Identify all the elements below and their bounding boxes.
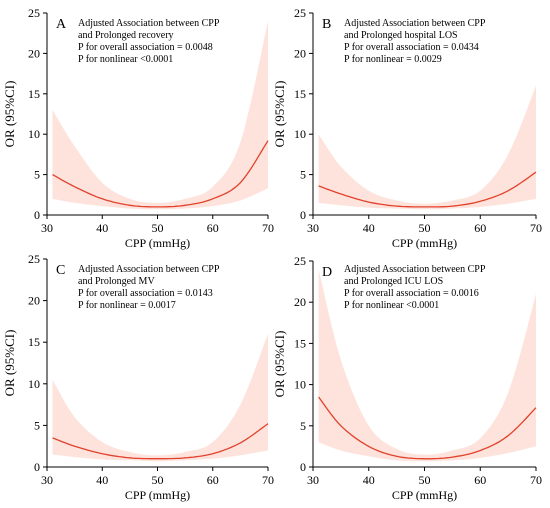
ci-band <box>318 85 536 210</box>
y-tick-label: 15 <box>28 335 40 349</box>
x-tick-label: 50 <box>152 221 164 235</box>
y-tick-label: 10 <box>28 377 40 391</box>
annotation-line: P for overall association = 0.0048 <box>78 42 213 53</box>
annotation-line: Adjusted Association between CPP <box>78 18 220 29</box>
annotation-line: P for overall association = 0.0434 <box>344 42 479 53</box>
x-tick-label: 30 <box>307 221 319 235</box>
y-tick-label: 10 <box>294 127 306 141</box>
x-axis-label: CPP (mmHg) <box>392 488 457 502</box>
y-tick-label: 0 <box>300 460 306 474</box>
x-tick-label: 60 <box>207 473 219 487</box>
y-tick-label: 15 <box>294 336 306 350</box>
x-tick-label: 30 <box>307 473 319 487</box>
annotation-line: P for nonlinear <0.0001 <box>78 54 173 65</box>
annotation-line: P for nonlinear <0.0001 <box>344 300 439 311</box>
x-tick-label: 40 <box>96 473 108 487</box>
chart-panel-b: 0 5 10 15 20 25 30 40 50 60 70 CPP (mmHg) OR (95%CI)… <box>272 6 542 250</box>
annotation-line: Adjusted Association between CPP <box>344 264 486 275</box>
x-tick-label: 60 <box>207 221 219 235</box>
y-tick-label: 25 <box>28 252 40 266</box>
ci-band <box>52 333 268 462</box>
x-tick-label: 50 <box>419 221 431 235</box>
x-axis-label: CPP (mmHg) <box>125 488 190 502</box>
ci-band <box>52 21 268 210</box>
annotation-line: P for nonlinear = 0.0017 <box>78 300 176 311</box>
y-axis-label: OR (95%CI) <box>272 81 287 148</box>
annotation-line: and Prolonged MV <box>78 276 155 287</box>
annotation-line: P for nonlinear = 0.0029 <box>344 54 442 65</box>
annotation-line: and Prolonged ICU LOS <box>344 276 443 287</box>
x-tick-label: 60 <box>474 221 486 235</box>
annotation-line: and Prolonged recovery <box>78 30 174 41</box>
panel-letter: A <box>56 17 67 32</box>
x-tick-label: 50 <box>419 473 431 487</box>
annotation-line: P for overall association = 0.0016 <box>344 288 479 299</box>
y-tick-label: 25 <box>28 6 40 20</box>
annotation-line: Adjusted Association between CPP <box>344 18 486 29</box>
y-tick-label: 5 <box>34 168 40 182</box>
y-tick-label: 0 <box>34 208 40 222</box>
y-tick-label: 15 <box>294 87 306 101</box>
x-tick-label: 30 <box>41 221 53 235</box>
y-tick-label: 20 <box>28 46 40 60</box>
y-tick-label: 5 <box>300 168 306 182</box>
x-tick-label: 70 <box>262 221 274 235</box>
panel-letter: D <box>322 265 332 280</box>
x-tick-label: 40 <box>363 473 375 487</box>
y-tick-label: 15 <box>28 87 40 101</box>
panel-letter: C <box>56 263 65 278</box>
y-tick-label: 0 <box>34 460 40 474</box>
chart-panel-c: 0 5 10 15 20 25 30 40 50 60 70 CPP (mmHg) OR (95%CI)… <box>2 252 274 502</box>
y-tick-label: 20 <box>28 294 40 308</box>
x-tick-label: 50 <box>152 473 164 487</box>
annotation-line: and Prolonged hospital LOS <box>344 30 458 41</box>
panel-letter: B <box>322 17 331 32</box>
x-tick-label: 70 <box>530 473 542 487</box>
x-tick-label: 30 <box>41 473 53 487</box>
or-curve <box>52 140 269 208</box>
y-axis-label: OR (95%CI) <box>272 331 287 398</box>
or-curve <box>318 396 537 460</box>
y-tick-label: 10 <box>28 127 40 141</box>
y-tick-label: 5 <box>34 418 40 432</box>
y-tick-label: 25 <box>294 6 306 20</box>
y-axis-label: OR (95%CI) <box>2 330 17 397</box>
y-tick-label: 25 <box>294 254 306 268</box>
x-axis-label: CPP (mmHg) <box>392 236 457 250</box>
or-curve <box>318 171 537 208</box>
y-tick-label: 5 <box>300 419 306 433</box>
x-tick-label: 40 <box>363 221 375 235</box>
y-axis-label: OR (95%CI) <box>2 81 17 148</box>
x-tick-label: 70 <box>262 473 274 487</box>
x-tick-label: 70 <box>530 221 542 235</box>
chart-panel-a: 0 5 10 15 20 25 30 40 50 60 70 CPP (mmHg) OR (95%CI)… <box>2 6 274 250</box>
ci-band <box>318 269 536 462</box>
or-curve <box>52 423 269 460</box>
x-axis-label: CPP (mmHg) <box>125 236 190 250</box>
y-tick-label: 20 <box>294 46 306 60</box>
annotation-line: Adjusted Association between CPP <box>78 264 220 275</box>
x-tick-label: 40 <box>96 221 108 235</box>
y-tick-label: 0 <box>300 208 306 222</box>
y-tick-label: 10 <box>294 378 306 392</box>
chart-panel-d: 0 5 10 15 20 25 30 40 50 60 70 CPP (mmHg) OR (95%CI)… <box>272 254 542 502</box>
x-tick-label: 60 <box>474 473 486 487</box>
annotation-line: P for overall association = 0.0143 <box>78 288 213 299</box>
y-tick-label: 20 <box>294 295 306 309</box>
